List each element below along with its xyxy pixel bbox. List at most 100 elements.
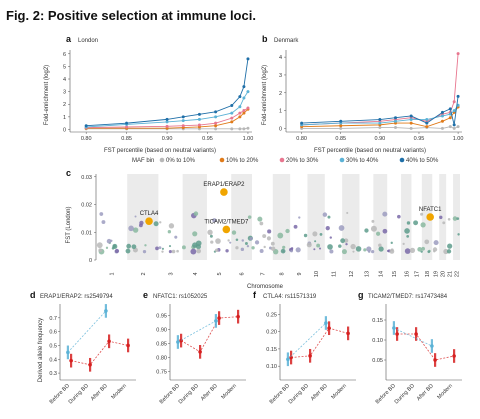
highlight-label: NFATC1: [419, 207, 442, 213]
x-tick-label: 0.90: [162, 136, 173, 142]
snp-point: [366, 246, 372, 252]
chromosome-tick-label: 12: [349, 271, 355, 277]
highlight-label: TICAM2/TMED7: [204, 219, 249, 225]
snp-point: [192, 231, 198, 237]
snp-point: [404, 248, 411, 254]
series-line-2: [301, 53, 459, 126]
frequency-point: [126, 343, 130, 348]
highlight-point: [220, 188, 228, 196]
panel-e: e NFATC1: rs1052025 0.75 0.80 0.85 0.90 0.95…: [143, 290, 246, 405]
series-point: [238, 115, 242, 119]
series-point: [214, 124, 218, 128]
y-tick-label: 3: [279, 73, 282, 79]
series-point: [339, 119, 343, 123]
series-line-4: [301, 96, 459, 125]
frequency-point: [327, 326, 331, 330]
y-tick-label: 0.90: [156, 327, 167, 333]
series-point: [242, 109, 246, 113]
panel-g-title: TICAM2/TMED7: rs17473484: [368, 294, 448, 300]
snp-point: [420, 212, 424, 216]
chromosome-band: [401, 174, 412, 260]
snp-point: [413, 220, 419, 226]
legend-swatch-2: [279, 157, 285, 163]
series-point: [246, 126, 250, 130]
legend-title: MAF bin: [132, 158, 154, 164]
chromosome-tick-label: 9: [297, 272, 303, 275]
series-point: [238, 95, 242, 99]
chromosome-tick-label: 22: [455, 271, 461, 277]
y-tick-label: 0.95: [156, 313, 167, 319]
chromosome-tick-label: 17: [415, 271, 421, 277]
snp-point: [364, 228, 369, 233]
snp-point: [259, 221, 264, 226]
category-label: During BD: [288, 383, 310, 405]
snp-point: [196, 248, 202, 254]
series-point: [165, 124, 169, 128]
series-point: [448, 125, 452, 129]
category-label: After BD: [90, 383, 109, 402]
snp-point: [267, 229, 272, 234]
snp-point: [259, 249, 264, 253]
snp-point: [306, 242, 312, 248]
series-line-3: [86, 91, 249, 128]
y-tick-label: 4: [279, 55, 282, 61]
series-line-0: [301, 126, 459, 129]
snp-point: [382, 211, 388, 217]
snp-point: [340, 238, 346, 244]
snp-point: [352, 250, 355, 253]
frequency-point: [107, 339, 111, 344]
panel-b: b Denmark Fold-enrichment (log2) FST per…: [262, 34, 463, 154]
y-tick-label: 0: [63, 127, 66, 133]
snp-point: [329, 236, 332, 239]
series-point: [440, 114, 444, 118]
y-tick-label: 0.10: [266, 364, 277, 370]
y-tick-label: 0.3: [49, 371, 57, 377]
series-point: [452, 109, 456, 113]
highlight-label: CTLA4: [140, 211, 159, 217]
y-tick-label: 0.10: [372, 338, 383, 344]
snp-point: [382, 228, 388, 234]
category-label: After BD: [200, 383, 219, 402]
chromosome-tick-label: 18: [425, 271, 431, 277]
panel-c: c FST (London) Chromosome 0 0.01 0.02 0.03 1…: [66, 168, 461, 290]
snp-point: [378, 246, 384, 252]
series-point: [246, 90, 250, 94]
snp-point: [325, 226, 330, 231]
series-point: [456, 94, 460, 98]
series-point: [448, 107, 452, 111]
snp-point: [350, 243, 356, 250]
snp-point: [215, 238, 221, 244]
series-point: [197, 123, 201, 127]
snp-point: [99, 212, 104, 216]
snp-point: [376, 231, 381, 236]
chromosome-tick-label: 2: [141, 272, 147, 275]
snp-point: [442, 221, 446, 225]
snp-point: [341, 249, 347, 255]
snp-point: [159, 221, 162, 224]
snp-point: [212, 218, 217, 223]
x-tick-label: 1.00: [453, 136, 464, 142]
snp-point: [371, 219, 375, 223]
y-tick-label: 0.25: [266, 312, 277, 318]
frequency-point: [308, 354, 312, 358]
panel-b-title: Denmark: [274, 38, 299, 44]
snp-point: [447, 217, 451, 221]
chromosome-tick-label: 10: [314, 271, 320, 277]
series-point: [394, 119, 398, 123]
chromosome-tick-label: 11: [331, 271, 337, 277]
snp-point: [327, 215, 331, 219]
series-point: [339, 126, 343, 130]
frequency-point: [430, 344, 434, 348]
snp-point: [417, 247, 422, 252]
snp-point: [303, 233, 308, 238]
panel-e-letter: e: [143, 290, 148, 300]
series-point: [409, 126, 413, 130]
series-point: [339, 124, 343, 128]
y-tick-label: 2: [63, 102, 66, 108]
x-tick-label: 0.85: [335, 136, 346, 142]
snp-point: [327, 244, 333, 250]
snp-point: [128, 225, 134, 232]
legend-swatch-4: [399, 157, 405, 163]
snp-point: [144, 244, 147, 247]
frequency-point: [66, 350, 70, 355]
